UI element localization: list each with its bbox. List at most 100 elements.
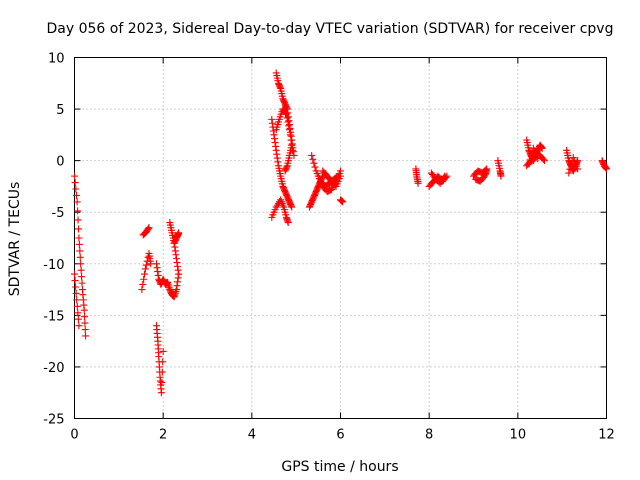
data-point xyxy=(174,262,182,270)
data-point xyxy=(173,282,181,290)
y-tick-label: -15 xyxy=(43,309,64,324)
data-point xyxy=(172,251,180,259)
data-point xyxy=(71,172,78,180)
data-point xyxy=(602,164,610,172)
data-point xyxy=(173,258,181,266)
data-point xyxy=(144,253,152,261)
data-point xyxy=(77,266,85,274)
data-point xyxy=(81,326,89,334)
data-point xyxy=(497,172,505,180)
data-point xyxy=(540,157,548,165)
data-point xyxy=(274,158,282,166)
data-point xyxy=(158,368,166,376)
y-tick-label: -20 xyxy=(43,361,64,376)
x-tick-label: 0 xyxy=(70,428,78,443)
data-point xyxy=(76,253,84,261)
data-point xyxy=(157,389,165,397)
y-tick-label: 5 xyxy=(56,103,64,118)
data-point xyxy=(153,260,161,268)
data-point xyxy=(286,126,294,134)
data-point xyxy=(286,131,294,139)
data-point xyxy=(175,270,183,278)
data-point xyxy=(287,136,295,144)
data-point xyxy=(282,109,290,117)
data-point xyxy=(284,219,292,227)
data-point xyxy=(283,114,291,122)
data-point xyxy=(525,160,533,168)
data-point xyxy=(141,270,149,278)
data-point xyxy=(175,229,183,237)
data-point xyxy=(272,142,280,150)
data-point xyxy=(74,207,82,215)
data-point xyxy=(145,224,153,232)
data-point xyxy=(154,271,162,279)
data-point xyxy=(74,216,82,224)
data-point xyxy=(72,283,80,291)
data-point xyxy=(174,278,182,286)
data-point xyxy=(337,172,344,180)
data-point xyxy=(566,165,574,173)
data-point xyxy=(72,185,80,193)
data-point xyxy=(159,358,167,366)
data-point xyxy=(271,135,279,143)
data-point xyxy=(140,275,148,283)
data-point xyxy=(159,347,167,355)
data-point xyxy=(78,273,86,281)
data-point xyxy=(141,265,149,273)
data-point xyxy=(441,172,449,180)
data-point xyxy=(539,155,547,163)
data-point xyxy=(75,234,83,242)
data-point xyxy=(311,163,319,171)
data-points xyxy=(71,69,610,397)
data-point xyxy=(273,150,281,158)
y-tick-label: 0 xyxy=(56,155,64,170)
data-point xyxy=(158,378,166,386)
data-point xyxy=(154,268,162,276)
data-point xyxy=(73,302,81,310)
data-point xyxy=(283,163,291,171)
data-point xyxy=(288,203,296,211)
y-tick-label: -5 xyxy=(52,206,65,221)
data-point xyxy=(75,322,83,330)
data-point xyxy=(74,225,82,233)
data-point xyxy=(601,163,609,171)
data-point xyxy=(71,270,78,278)
data-point xyxy=(272,146,280,154)
data-point xyxy=(483,167,491,175)
grid-lines xyxy=(74,57,607,419)
data-point xyxy=(273,154,281,162)
data-point xyxy=(82,332,90,340)
data-point xyxy=(526,156,534,164)
data-point xyxy=(174,274,182,282)
y-tick-label: 10 xyxy=(48,52,65,67)
data-point xyxy=(75,240,83,248)
data-point xyxy=(138,286,146,294)
data-point xyxy=(72,191,80,199)
data-point xyxy=(414,179,422,187)
data-point xyxy=(482,168,490,176)
data-point xyxy=(172,255,180,263)
data-point xyxy=(139,280,147,288)
data-point xyxy=(288,141,296,149)
data-point xyxy=(270,131,278,139)
data-point xyxy=(538,144,546,152)
data-point xyxy=(285,122,293,130)
data-point xyxy=(574,165,582,173)
data-point xyxy=(309,155,317,163)
data-point xyxy=(74,309,82,317)
data-point xyxy=(339,198,347,206)
x-tick-label: 10 xyxy=(510,428,527,443)
data-point xyxy=(268,115,276,123)
data-point xyxy=(271,139,279,147)
data-point xyxy=(172,286,180,294)
data-point xyxy=(276,83,284,91)
data-point xyxy=(310,159,318,167)
data-point xyxy=(73,296,81,304)
data-point xyxy=(144,225,152,233)
data-point xyxy=(174,266,182,274)
data-point xyxy=(567,161,575,169)
data-point xyxy=(538,143,546,151)
data-point xyxy=(282,110,290,118)
data-point xyxy=(71,277,79,285)
data-point xyxy=(268,119,276,127)
